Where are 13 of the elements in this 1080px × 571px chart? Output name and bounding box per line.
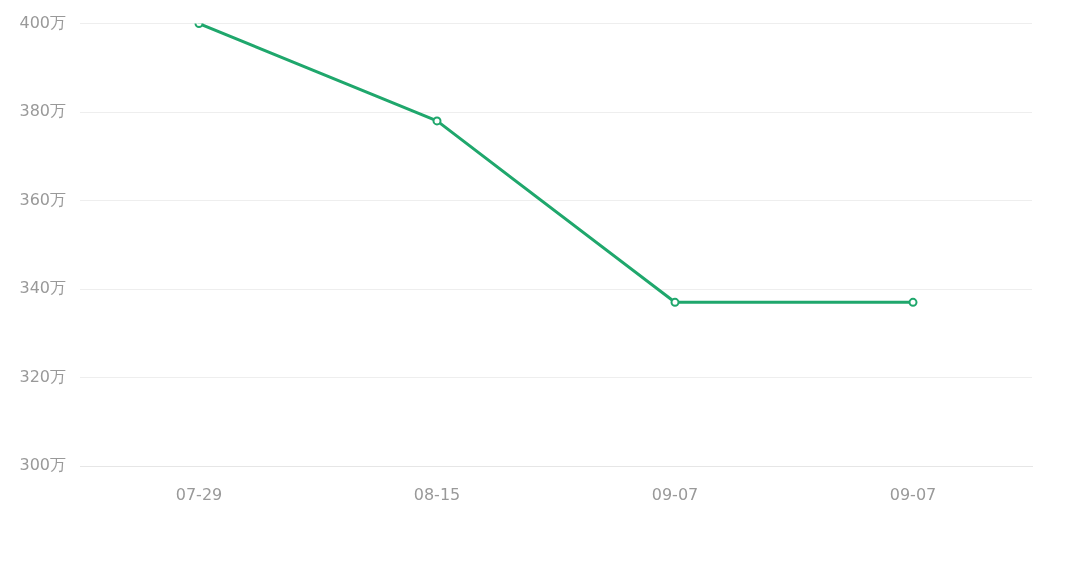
point <box>908 297 918 307</box>
x-tick-label: 07-29 <box>175 484 223 504</box>
x-tick-label: 08-15 <box>413 484 461 504</box>
y-tick-label: 300万 <box>19 455 66 475</box>
y-tick-label: 380万 <box>19 101 66 121</box>
y-tick-label: 400万 <box>19 12 66 32</box>
point <box>670 297 680 307</box>
y-tick-label: 320万 <box>19 366 66 386</box>
x-tick-label: 09-07 <box>889 484 937 504</box>
y-tick-label: 340万 <box>19 278 66 298</box>
y-tick-label: 360万 <box>19 189 66 209</box>
x-tick-label: 09-07 <box>651 484 699 504</box>
point <box>432 116 442 126</box>
